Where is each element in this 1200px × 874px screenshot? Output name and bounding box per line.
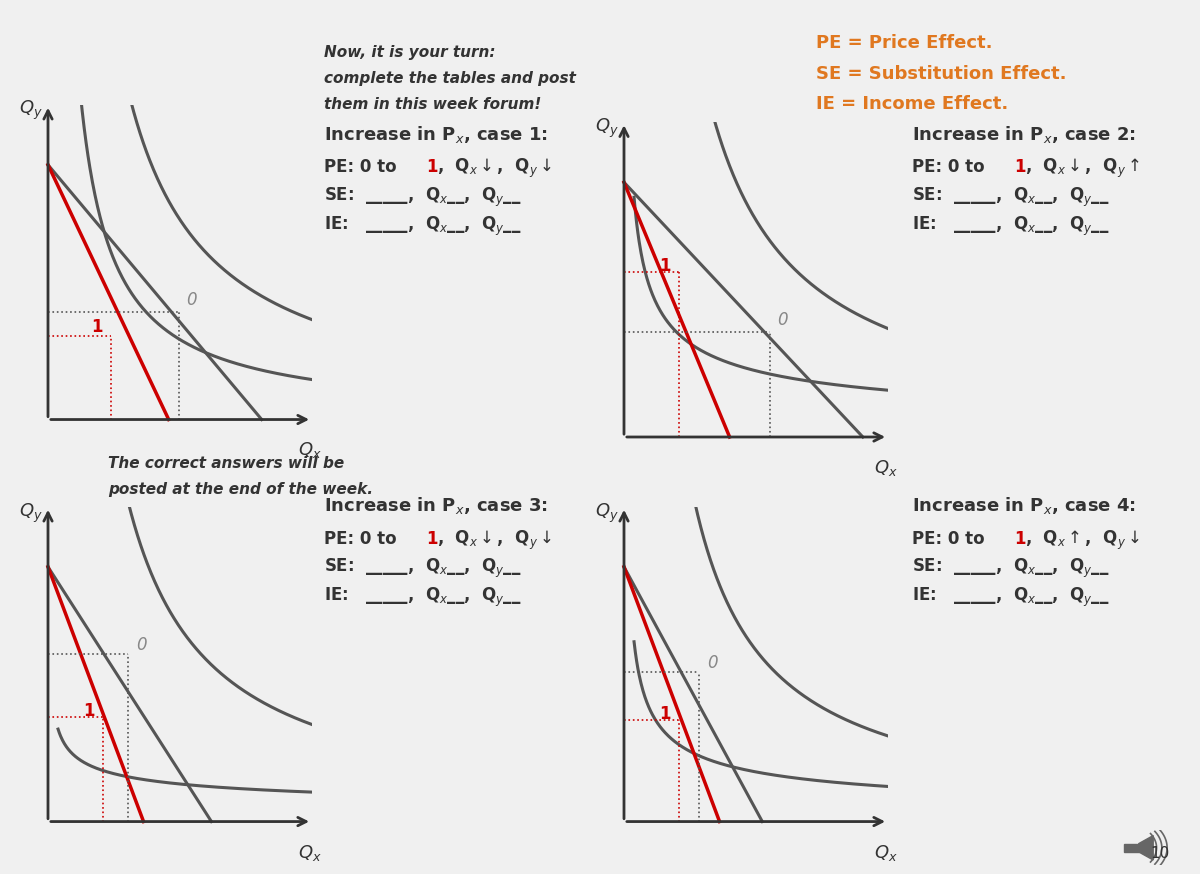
Text: 1: 1 bbox=[1014, 158, 1026, 177]
Text: SE:  _____,  Q$_{x}$__,  Q$_{y}$__: SE: _____, Q$_{x}$__, Q$_{y}$__ bbox=[912, 558, 1110, 580]
Text: 1: 1 bbox=[83, 702, 95, 719]
Text: $Q_y$: $Q_y$ bbox=[18, 100, 42, 122]
Text: $Q_x$: $Q_x$ bbox=[298, 843, 322, 863]
Text: 0: 0 bbox=[707, 654, 718, 672]
Text: ,  Q$_{x}$$\downarrow$,  Q$_{y}$$\downarrow$: , Q$_{x}$$\downarrow$, Q$_{y}$$\downarro… bbox=[437, 529, 552, 551]
Text: SE:  _____,  Q$_{x}$__,  Q$_{y}$__: SE: _____, Q$_{x}$__, Q$_{y}$__ bbox=[324, 558, 522, 580]
Text: 1: 1 bbox=[426, 158, 438, 177]
Text: 1: 1 bbox=[91, 317, 102, 336]
Text: Increase in P$_{x}$, case 3:: Increase in P$_{x}$, case 3: bbox=[324, 496, 548, 517]
Text: $Q_x$: $Q_x$ bbox=[298, 440, 322, 461]
Text: 1: 1 bbox=[1014, 530, 1026, 548]
Text: Increase in P$_{x}$, case 1:: Increase in P$_{x}$, case 1: bbox=[324, 124, 548, 145]
Text: 0: 0 bbox=[136, 635, 146, 654]
Text: ,  Q$_{x}$$\downarrow$,  Q$_{y}$$\uparrow$: , Q$_{x}$$\downarrow$, Q$_{y}$$\uparrow$ bbox=[1025, 157, 1140, 180]
Text: PE: 0 to: PE: 0 to bbox=[324, 158, 402, 177]
Text: PE: 0 to: PE: 0 to bbox=[912, 158, 990, 177]
Text: ,  Q$_{x}$$\downarrow$,  Q$_{y}$$\downarrow$: , Q$_{x}$$\downarrow$, Q$_{y}$$\downarro… bbox=[437, 157, 552, 180]
Text: IE:   _____,  Q$_{x}$__,  Q$_{y}$__: IE: _____, Q$_{x}$__, Q$_{y}$__ bbox=[324, 586, 522, 609]
Polygon shape bbox=[1139, 836, 1153, 860]
Text: IE:   _____,  Q$_{x}$__,  Q$_{y}$__: IE: _____, Q$_{x}$__, Q$_{y}$__ bbox=[912, 215, 1110, 238]
Text: $Q_y$: $Q_y$ bbox=[594, 502, 618, 524]
Text: PE = Price Effect.: PE = Price Effect. bbox=[816, 34, 992, 52]
Text: $Q_x$: $Q_x$ bbox=[874, 458, 898, 478]
Text: posted at the end of the week.: posted at the end of the week. bbox=[108, 482, 373, 496]
Text: Increase in P$_{x}$, case 4:: Increase in P$_{x}$, case 4: bbox=[912, 496, 1136, 517]
Text: $Q_x$: $Q_x$ bbox=[874, 843, 898, 863]
Text: SE:  _____,  Q$_{x}$__,  Q$_{y}$__: SE: _____, Q$_{x}$__, Q$_{y}$__ bbox=[324, 186, 522, 209]
Text: IE:   _____,  Q$_{x}$__,  Q$_{y}$__: IE: _____, Q$_{x}$__, Q$_{y}$__ bbox=[324, 215, 522, 238]
Text: Now, it is your turn:: Now, it is your turn: bbox=[324, 45, 496, 59]
Text: 0: 0 bbox=[186, 291, 197, 309]
Text: $Q_y$: $Q_y$ bbox=[594, 117, 618, 140]
Text: SE:  _____,  Q$_{x}$__,  Q$_{y}$__: SE: _____, Q$_{x}$__, Q$_{y}$__ bbox=[912, 186, 1110, 209]
Text: them in this week forum!: them in this week forum! bbox=[324, 97, 541, 112]
Text: The correct answers will be: The correct answers will be bbox=[108, 455, 344, 470]
Text: SE = Substitution Effect.: SE = Substitution Effect. bbox=[816, 65, 1067, 83]
Text: PE: 0 to: PE: 0 to bbox=[912, 530, 990, 548]
Text: PE: 0 to: PE: 0 to bbox=[324, 530, 402, 548]
Text: complete the tables and post: complete the tables and post bbox=[324, 71, 576, 86]
Text: $Q_y$: $Q_y$ bbox=[18, 502, 42, 524]
Text: IE = Income Effect.: IE = Income Effect. bbox=[816, 95, 1008, 114]
Text: 10: 10 bbox=[1151, 846, 1170, 861]
Text: Increase in P$_{x}$, case 2:: Increase in P$_{x}$, case 2: bbox=[912, 124, 1136, 145]
Text: 0: 0 bbox=[778, 311, 788, 329]
Polygon shape bbox=[1124, 843, 1139, 852]
Text: IE:   _____,  Q$_{x}$__,  Q$_{y}$__: IE: _____, Q$_{x}$__, Q$_{y}$__ bbox=[912, 586, 1110, 609]
Text: 1: 1 bbox=[659, 257, 671, 275]
Text: ,  Q$_{x}$$\uparrow$,  Q$_{y}$$\downarrow$: , Q$_{x}$$\uparrow$, Q$_{y}$$\downarrow$ bbox=[1025, 529, 1140, 551]
Text: 1: 1 bbox=[659, 704, 671, 723]
Text: 1: 1 bbox=[426, 530, 438, 548]
